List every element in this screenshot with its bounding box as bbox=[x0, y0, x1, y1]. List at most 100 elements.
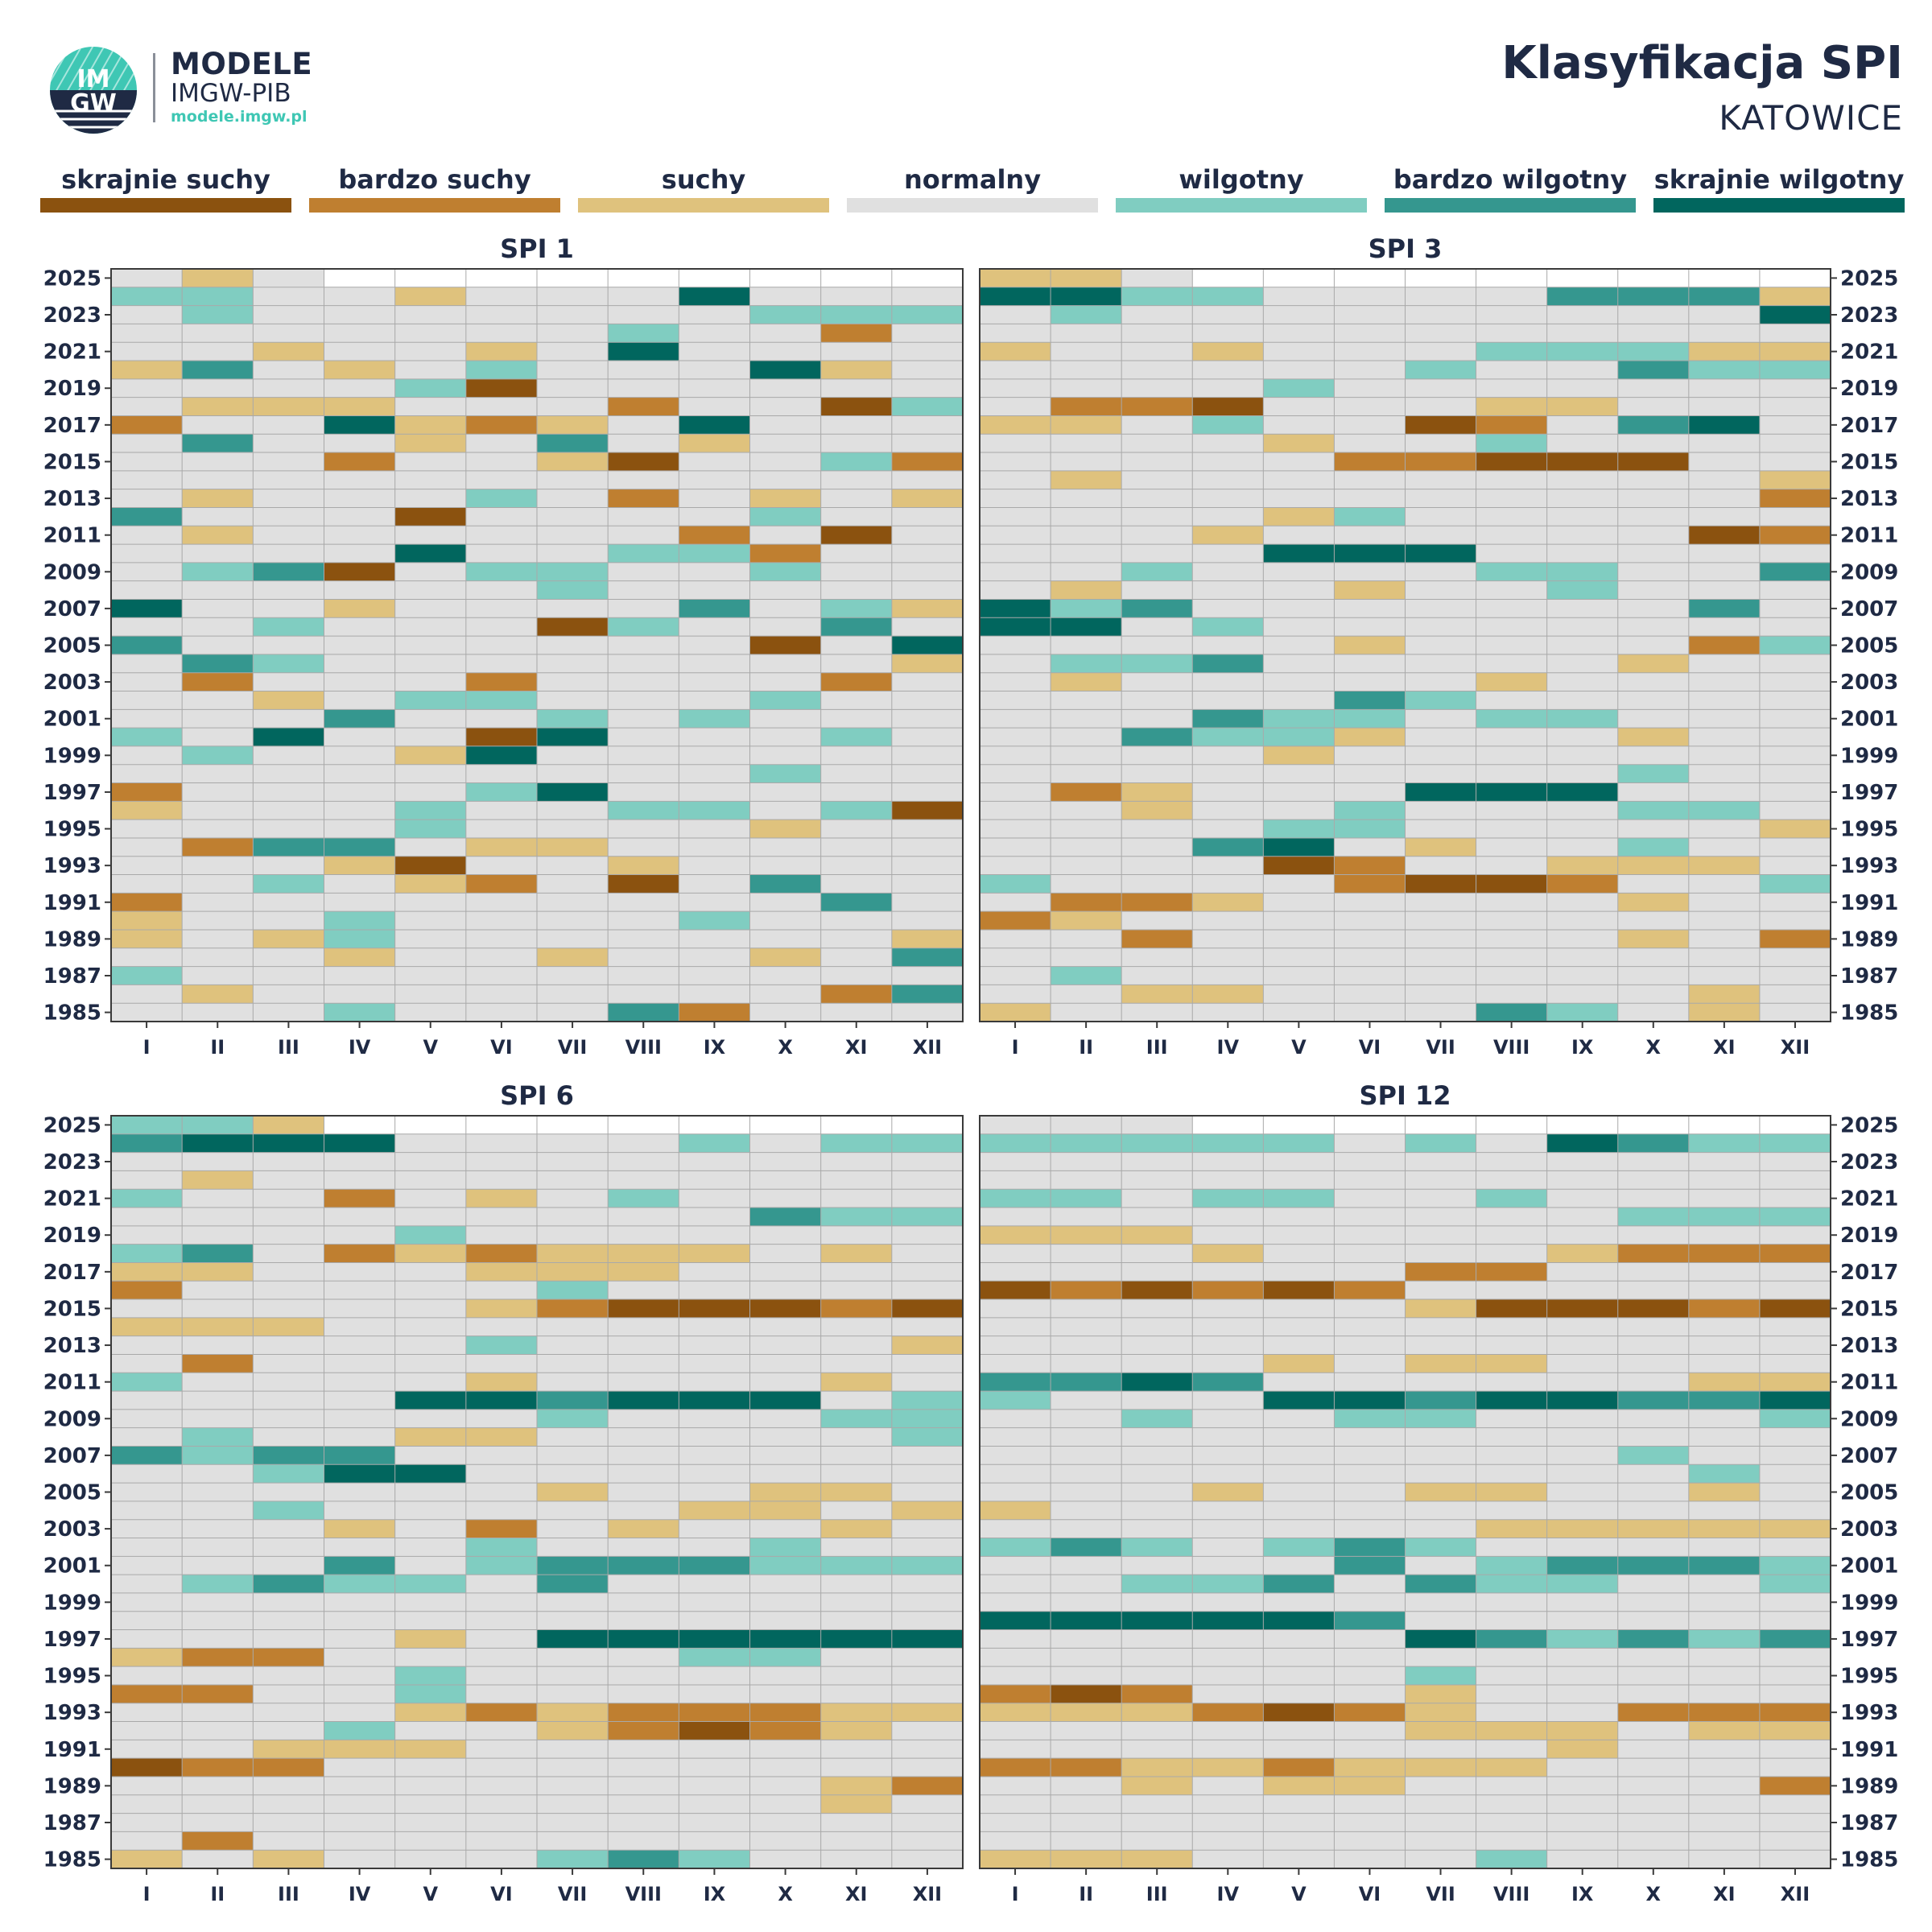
heatmap-cell bbox=[394, 1684, 466, 1703]
heatmap-cell bbox=[1192, 837, 1264, 857]
heatmap-cell bbox=[1688, 1281, 1760, 1300]
heatmap-cell bbox=[608, 1611, 679, 1630]
heatmap-cell bbox=[749, 1427, 821, 1447]
heatmap-cell bbox=[1759, 378, 1831, 398]
heatmap-cell bbox=[679, 801, 750, 820]
heatmap-cell bbox=[1405, 1152, 1476, 1171]
heatmap-cell bbox=[1405, 1666, 1476, 1685]
heatmap-cell bbox=[891, 434, 963, 453]
heatmap-cell bbox=[608, 728, 679, 746]
heatmap-cell bbox=[891, 1244, 963, 1263]
heatmap-cell bbox=[537, 562, 609, 581]
heatmap-cell bbox=[679, 1611, 750, 1630]
heatmap-cell bbox=[608, 1003, 679, 1022]
heatmap-cell bbox=[253, 470, 324, 489]
brand-url-link[interactable]: modele.imgw.pl bbox=[171, 108, 308, 126]
heatmap-cell bbox=[1405, 1354, 1476, 1373]
heatmap-cell bbox=[111, 507, 183, 526]
heatmap-cell bbox=[537, 1170, 609, 1190]
heatmap-cell bbox=[820, 1483, 892, 1501]
heatmap-cell bbox=[1121, 1538, 1193, 1557]
heatmap-cell bbox=[1688, 1262, 1760, 1282]
heatmap-cell bbox=[1688, 985, 1760, 1004]
heatmap-cell bbox=[324, 985, 395, 1004]
heatmap-cell bbox=[1546, 874, 1618, 894]
heatmap-cell bbox=[111, 1446, 183, 1465]
heatmap-cell bbox=[1051, 489, 1122, 508]
heatmap-cell bbox=[1051, 745, 1122, 765]
heatmap-cell bbox=[1759, 1831, 1831, 1851]
heatmap-cell bbox=[253, 966, 324, 985]
heatmap-cell bbox=[111, 1208, 183, 1226]
heatmap-cell bbox=[324, 1776, 395, 1795]
heatmap-cell bbox=[1263, 1409, 1335, 1428]
heatmap-cell bbox=[182, 1850, 254, 1868]
heatmap-cell bbox=[820, 1629, 892, 1649]
heatmap-cell bbox=[1688, 1335, 1760, 1355]
heatmap-cell bbox=[111, 764, 183, 783]
heatmap-cell bbox=[1546, 1281, 1618, 1300]
heatmap-cell bbox=[980, 378, 1051, 398]
heatmap-cell bbox=[394, 819, 466, 838]
heatmap-cell bbox=[891, 1740, 963, 1759]
heatmap-cell bbox=[891, 1133, 963, 1153]
heatmap-cell bbox=[465, 636, 537, 654]
heatmap-cell bbox=[1192, 1629, 1264, 1649]
heatmap-cell bbox=[1617, 837, 1689, 857]
heatmap-cell bbox=[111, 489, 183, 508]
heatmap-cell bbox=[537, 489, 609, 508]
heatmap-cell bbox=[1617, 1721, 1689, 1740]
heatmap-cell bbox=[394, 985, 466, 1004]
heatmap-cell bbox=[1476, 1464, 1547, 1484]
heatmap-cell bbox=[253, 1740, 324, 1759]
heatmap-cell bbox=[1051, 1629, 1122, 1649]
heatmap-cell bbox=[182, 269, 254, 287]
heatmap-cell bbox=[891, 1464, 963, 1484]
heatmap-cell bbox=[1334, 1592, 1406, 1612]
heatmap-cell bbox=[1617, 305, 1689, 324]
heatmap-cell bbox=[891, 1391, 963, 1410]
heatmap-cell bbox=[1405, 305, 1476, 324]
heatmap-cell bbox=[1192, 470, 1264, 489]
heatmap-cell bbox=[465, 782, 537, 802]
heatmap-cell bbox=[1546, 397, 1618, 416]
heatmap-cell bbox=[1688, 1721, 1760, 1740]
year-tick-label: 1999 bbox=[1840, 744, 1898, 768]
heatmap-cell bbox=[891, 636, 963, 654]
heatmap-cell bbox=[1617, 434, 1689, 453]
heatmap-cell bbox=[1617, 1391, 1689, 1410]
heatmap-cell bbox=[253, 599, 324, 618]
heatmap-cell bbox=[1263, 728, 1335, 746]
heatmap-cell bbox=[537, 1262, 609, 1282]
heatmap-cell bbox=[537, 434, 609, 453]
heatmap-cell bbox=[608, 1575, 679, 1593]
heatmap-cell bbox=[253, 801, 324, 820]
heatmap-cell bbox=[465, 562, 537, 581]
heatmap-cell bbox=[1405, 1611, 1476, 1630]
heatmap-cell bbox=[253, 1648, 324, 1667]
heatmap-cell bbox=[608, 342, 679, 361]
heatmap-cell bbox=[749, 985, 821, 1004]
heatmap-cell bbox=[1546, 1427, 1618, 1447]
heatmap-cell bbox=[324, 728, 395, 746]
heatmap-cell bbox=[1263, 1758, 1335, 1777]
heatmap-cell bbox=[1617, 1133, 1689, 1153]
heatmap-cell bbox=[1051, 1501, 1122, 1520]
year-tick-label: 2019 bbox=[43, 1224, 101, 1248]
year-tick-label: 2011 bbox=[43, 524, 101, 548]
heatmap-cell bbox=[1192, 1666, 1264, 1685]
heatmap-cell bbox=[608, 1208, 679, 1226]
heatmap-cell bbox=[749, 1850, 821, 1868]
heatmap-cell bbox=[891, 397, 963, 416]
heatmap-cell bbox=[1405, 709, 1476, 729]
heatmap-cell bbox=[111, 452, 183, 471]
heatmap-cell bbox=[1759, 1152, 1831, 1171]
heatmap-cell bbox=[980, 1409, 1051, 1428]
heatmap-cell bbox=[1688, 1648, 1760, 1667]
heatmap-cell bbox=[1476, 342, 1547, 361]
year-tick-label: 2007 bbox=[1840, 597, 1898, 621]
heatmap-cell bbox=[1051, 1684, 1122, 1703]
heatmap-cell bbox=[1051, 709, 1122, 729]
heatmap-cell bbox=[1051, 764, 1122, 783]
year-tick-label: 1985 bbox=[43, 1848, 101, 1872]
